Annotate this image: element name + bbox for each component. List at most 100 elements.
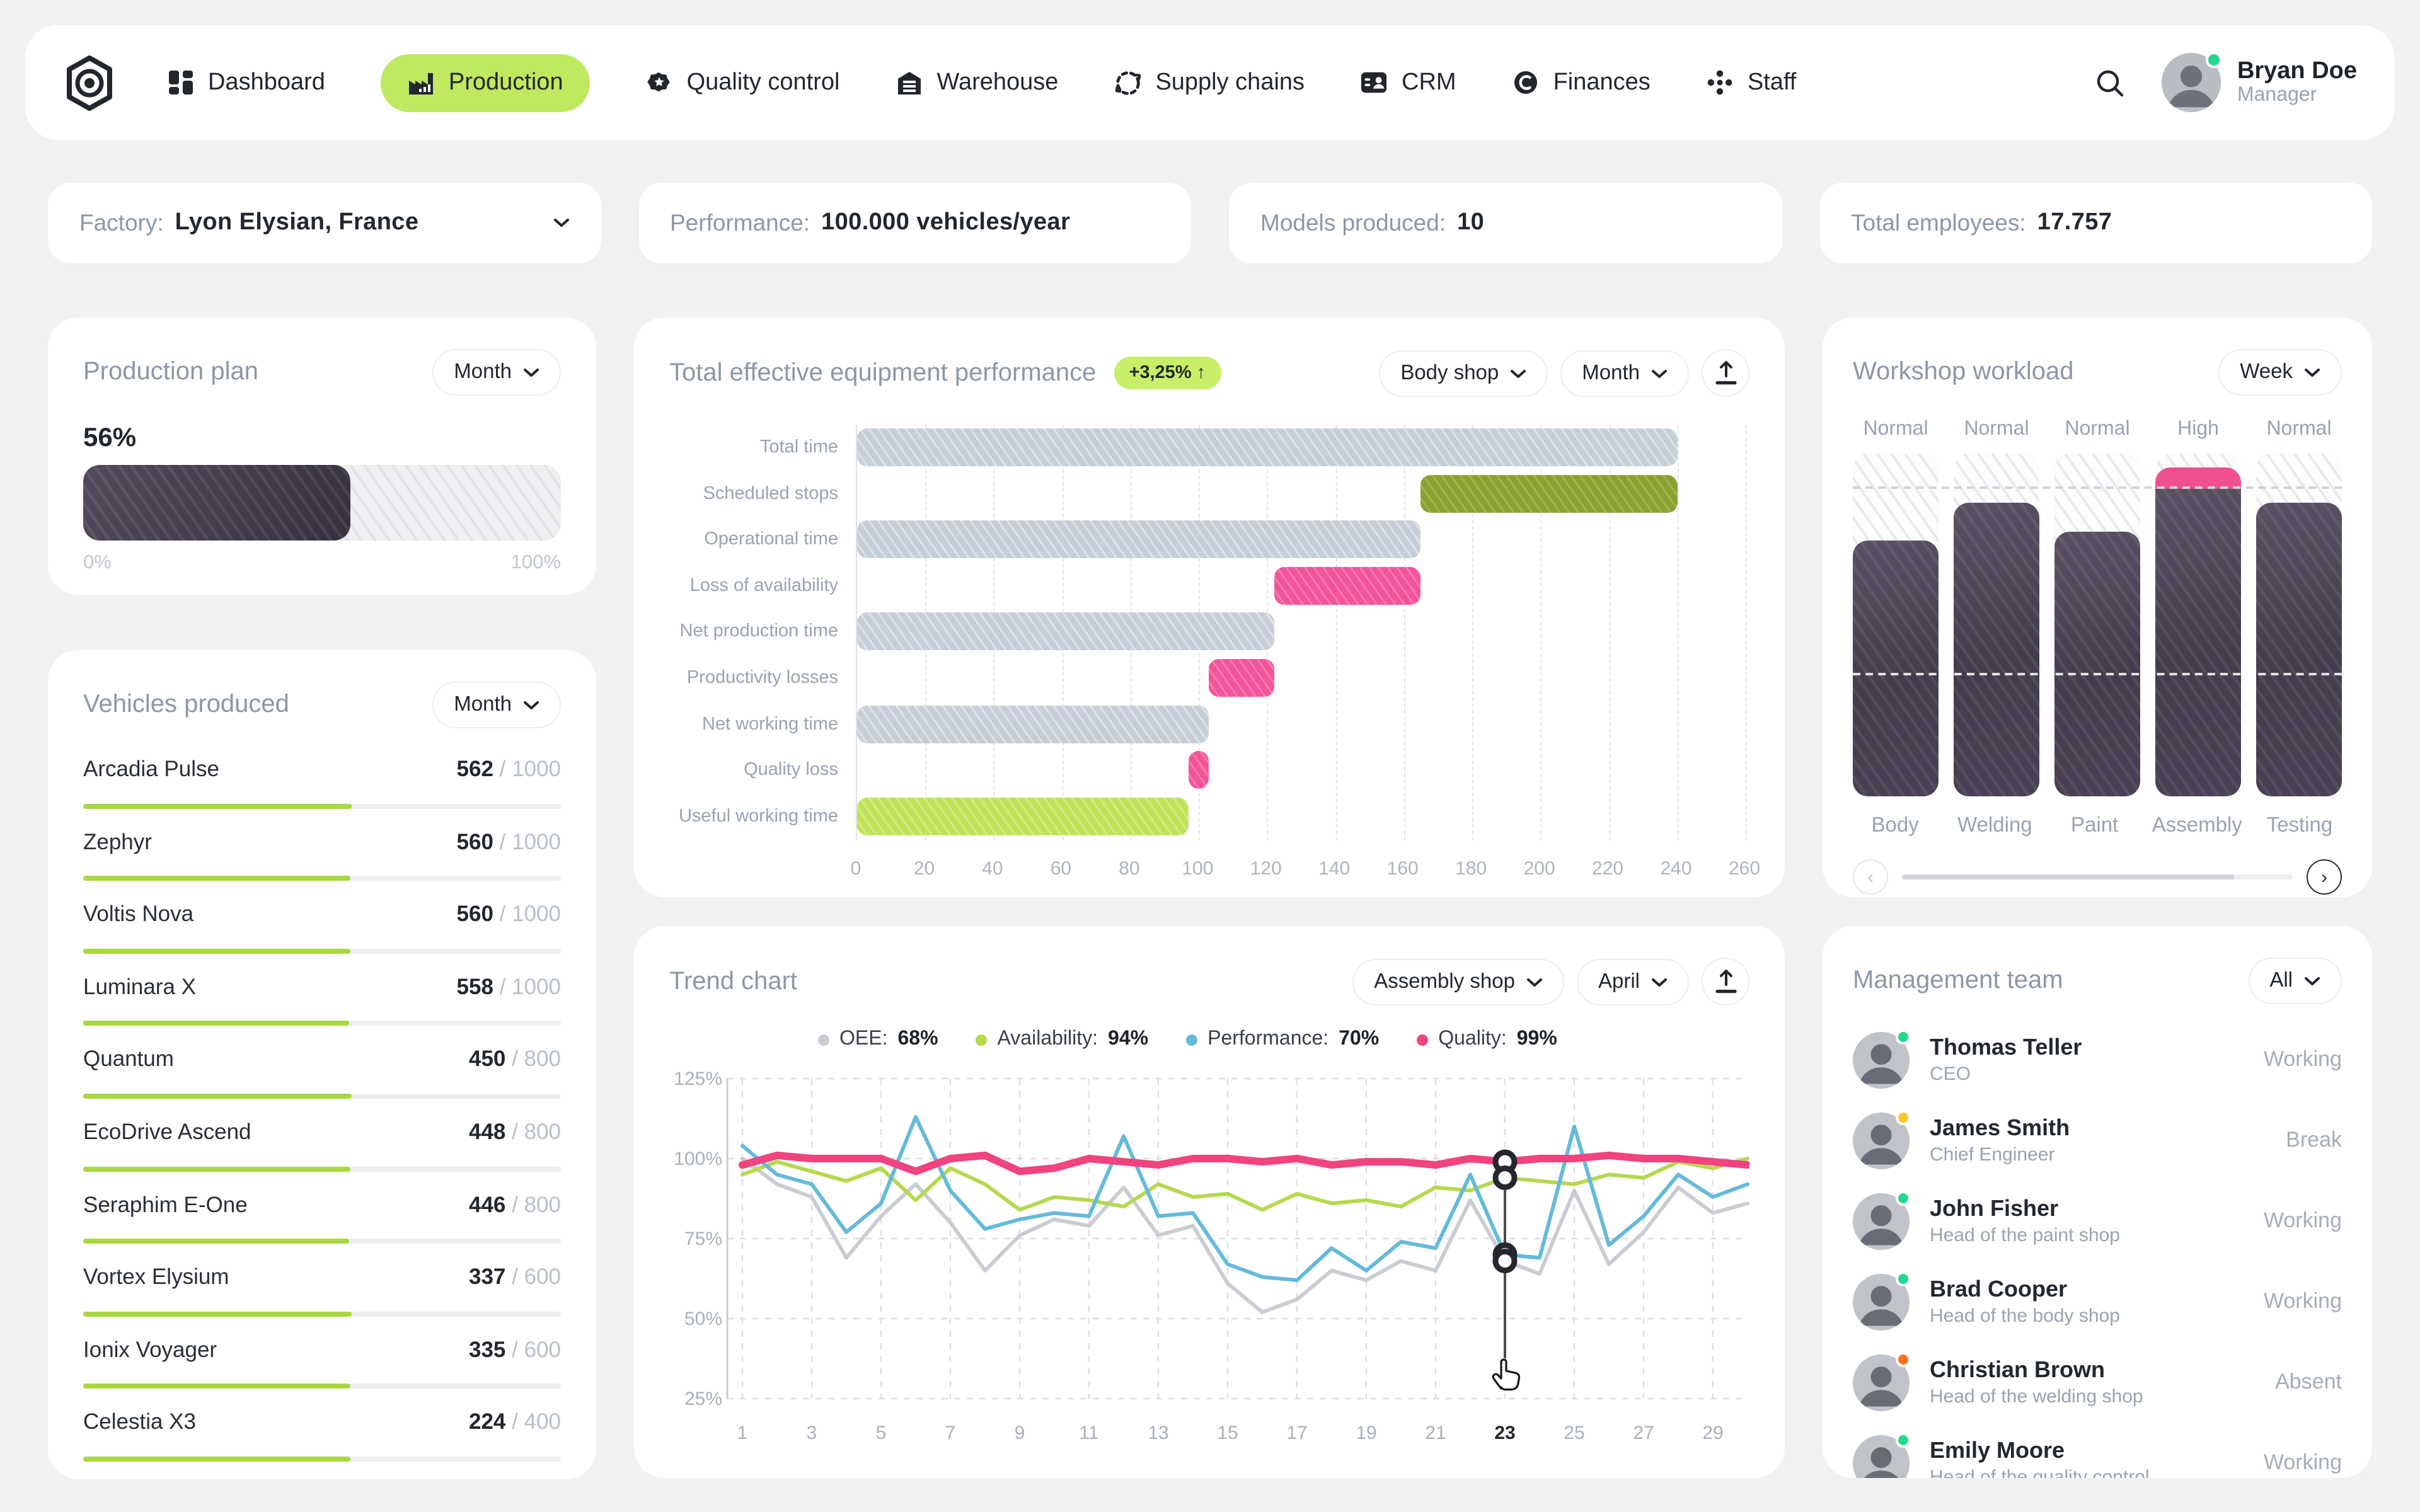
vehicle-row: Voltis Nova 560 / 1000 (83, 888, 561, 961)
nav-item-finances[interactable]: Finances (1512, 69, 1651, 96)
slider-next-button[interactable]: › (2307, 859, 2342, 895)
member-role: Head of the paint shop (1930, 1225, 2120, 1247)
vehicle-row: Ionix Voyager 335 / 600 (83, 1324, 561, 1397)
team-member-john-fisher[interactable]: John Fisher Head of the paint shop Working (1853, 1181, 2342, 1261)
teep-period-dropdown[interactable]: Month (1560, 350, 1689, 396)
vehicle-row: Vortex Elysium 337 / 600 (83, 1251, 561, 1324)
svg-text:75%: 75% (684, 1228, 722, 1249)
vehicle-progressbar (83, 803, 561, 809)
trend-period-dropdown[interactable]: April (1576, 958, 1689, 1005)
teep-category-label: Operational time (704, 529, 838, 550)
vehicle-produced: 560 (456, 828, 493, 854)
legend-dot (1417, 1034, 1429, 1045)
workload-levels: Normal Normal Normal High Normal (1853, 418, 2342, 441)
vehicle-target: / 800 (505, 1118, 561, 1144)
workload-capacity-line (1853, 486, 2342, 490)
nav-item-supply-chains[interactable]: Supply chains (1114, 69, 1305, 96)
teep-category-label: Productivity losses (686, 667, 838, 688)
vehicle-progressbar (83, 1093, 561, 1099)
legend-item-performance: Performance: 70% (1186, 1028, 1379, 1051)
slider-prev-button[interactable]: ‹ (1853, 859, 1888, 895)
vehicle-name: Ionix Voyager (83, 1336, 217, 1362)
team-member-christian-brown[interactable]: Christian Brown Head of the welding shop A… (1853, 1342, 2342, 1423)
nav-item-dashboard[interactable]: Dashboard (166, 69, 325, 96)
vehicle-target: / 1000 (493, 828, 561, 854)
vehicle-produced: 562 (456, 756, 493, 781)
member-status-dot (1896, 1351, 1911, 1366)
legend-value: 70% (1339, 1028, 1380, 1050)
team-member-emily-moore[interactable]: Emily Moore Head of the quality control Wo… (1853, 1423, 2342, 1478)
workload-column-welding (1954, 454, 2039, 796)
chevron-down-icon (1651, 970, 1668, 994)
vehicle-target: / 800 (505, 1191, 561, 1217)
search-icon[interactable] (2091, 64, 2129, 101)
teep-bar-scheduled-stops (1420, 474, 1678, 513)
member-avatar (1853, 1351, 1911, 1411)
vehicle-count: 450 / 800 (469, 1046, 561, 1073)
team-filter-dropdown[interactable]: All (2248, 958, 2342, 1004)
member-status: Working (2263, 1289, 2342, 1313)
trend-export-button[interactable] (1702, 958, 1749, 1005)
legend-dot (818, 1034, 829, 1045)
teep-axis-tick: 220 (1592, 858, 1624, 879)
team-member-james-smith[interactable]: James Smith Chief Engineer Break (1853, 1100, 2342, 1181)
info-card-factory-[interactable]: Factory: Lyon Elysian, France (48, 183, 601, 263)
nav-item-crm[interactable]: CRM (1360, 69, 1456, 96)
production-plan-title: Production plan (83, 358, 258, 386)
legend-item-quality: Quality: 99% (1417, 1028, 1557, 1051)
staff-icon (1706, 69, 1734, 96)
workload-title: Workshop workload (1853, 358, 2074, 386)
user-name: Bryan Doe (2237, 57, 2357, 84)
user-menu[interactable]: Bryan Doe Manager (2161, 52, 2357, 112)
vehicle-progressbar (83, 1021, 561, 1026)
nav-item-production[interactable]: Production (380, 54, 590, 112)
teep-chart[interactable]: Total time Scheduled stops Operational tim… (669, 425, 1760, 886)
vehicle-name: Zephyr (83, 828, 152, 854)
nav-item-quality-control[interactable]: Quality control (645, 69, 840, 96)
workload-bar (1853, 541, 1939, 796)
production-plan-period-dropdown[interactable]: Month (432, 349, 561, 396)
svg-text:29: 29 (1702, 1423, 1723, 1443)
teep-shop-dropdown[interactable]: Body shop (1379, 350, 1548, 396)
vehicle-target: / 600 (505, 1264, 561, 1290)
legend-label: OEE: (839, 1028, 888, 1050)
vehicle-progressbar (83, 1456, 561, 1462)
nav-item-warehouse[interactable]: Warehouse (896, 69, 1058, 96)
slider-track[interactable] (1902, 874, 2293, 879)
teep-export-button[interactable] (1702, 349, 1749, 397)
finances-icon (1512, 69, 1540, 96)
vehicle-target: / 800 (505, 1046, 561, 1072)
vehicle-count: 560 / 1000 (457, 828, 561, 855)
team-member-brad-cooper[interactable]: Brad Cooper Head of the body shop Working (1853, 1261, 2342, 1342)
member-avatar (1853, 1432, 1911, 1478)
teep-category-label: Scheduled stops (703, 483, 838, 504)
trend-plot[interactable]: 125%100%75%50%25%1 3 5 7 9 11 13 15 17 19 21 23 25 27… (669, 1058, 1749, 1452)
member-avatar (1853, 1029, 1911, 1088)
nav-item-label: Quality control (686, 69, 840, 95)
member-role: Head of the welding shop (1930, 1386, 2143, 1408)
vehicle-produced: 224 (469, 1409, 506, 1435)
svg-text:25%: 25% (684, 1389, 722, 1409)
svg-text:9: 9 (1015, 1423, 1025, 1443)
svg-text:11: 11 (1079, 1423, 1098, 1443)
vehicles-period-dropdown[interactable]: Month (432, 682, 561, 728)
teep-plot (856, 425, 1749, 840)
info-card-label: Models produced: (1260, 209, 1446, 236)
team-member-thomas-teller[interactable]: Thomas Teller CEO Working (1853, 1019, 2342, 1100)
nav-item-staff[interactable]: Staff (1706, 69, 1796, 96)
app-logo[interactable] (63, 54, 116, 112)
chevron-down-icon (1526, 970, 1543, 994)
vehicle-progressbar (83, 1239, 561, 1244)
trend-shop-dropdown[interactable]: Assembly shop (1352, 958, 1564, 1005)
workload-category-label: Paint (2071, 814, 2119, 837)
plan-scale-max: 100% (510, 552, 561, 573)
vehicle-name: Vortex Elysium (83, 1264, 229, 1290)
teep-axis-tick: 140 (1318, 858, 1351, 879)
member-role: CEO (1930, 1063, 1971, 1085)
member-role: Head of the body shop (1930, 1305, 2120, 1327)
info-cards-row: Factory: Lyon Elysian, France Performance:… (0, 183, 2420, 263)
workload-level-label: Normal (2065, 418, 2130, 440)
legend-value: 94% (1108, 1028, 1149, 1050)
workload-period-dropdown[interactable]: Week (2218, 349, 2342, 396)
workload-bar (1954, 502, 2039, 796)
